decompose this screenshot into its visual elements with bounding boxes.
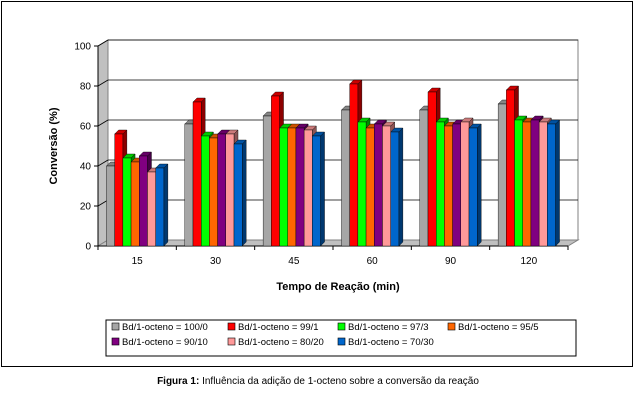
x-tick-label: 45 <box>288 256 300 267</box>
legend-label: Bd/1-octeno = 99/1 <box>238 322 319 333</box>
gridline-side <box>97 159 109 167</box>
bar <box>271 95 280 247</box>
bar <box>155 167 165 247</box>
bar <box>382 125 391 247</box>
legend-swatch <box>227 337 236 346</box>
legend-swatch <box>111 322 120 331</box>
bar-group-120 <box>497 85 561 247</box>
legend-swatch <box>447 322 456 331</box>
bar <box>390 131 400 247</box>
bar <box>530 119 540 247</box>
legend-swatch <box>337 337 346 346</box>
bar-group-60 <box>340 79 404 247</box>
bar <box>374 123 383 247</box>
bar <box>506 89 515 247</box>
bar <box>192 101 202 247</box>
bar <box>184 123 194 247</box>
legend-label: Bd/1-octeno = 100/0 <box>122 322 208 333</box>
bar-group-30 <box>184 97 247 247</box>
y-tick-label: 40 <box>80 162 92 173</box>
bar <box>262 115 272 247</box>
bar <box>122 157 132 247</box>
bar <box>419 109 429 247</box>
bar <box>233 143 243 247</box>
bar <box>468 127 478 247</box>
legend-swatch <box>227 322 236 331</box>
gridline-side <box>97 39 109 47</box>
legend-label: Bd/1-octeno = 97/3 <box>348 322 429 333</box>
bar <box>147 171 156 247</box>
caption-label: Figura 1: <box>157 376 200 387</box>
bar-group-15 <box>105 129 169 247</box>
bar <box>547 123 556 247</box>
bar <box>341 109 350 247</box>
bar <box>312 135 321 247</box>
gridline-side <box>97 79 109 87</box>
bar-side <box>241 139 247 247</box>
legend-item: Bd/1-octeno = 99/1 <box>227 322 319 333</box>
bar <box>209 137 218 247</box>
figure-caption: Figura 1: Influência da adição de 1-octe… <box>0 376 636 387</box>
y-tick-label: 60 <box>80 122 92 133</box>
caption-text: Influência da adição de 1-octeno sobre a… <box>199 376 479 387</box>
legend-label: Bd/1-octeno = 80/20 <box>238 337 324 348</box>
bar <box>303 129 313 247</box>
bar-side <box>555 119 560 247</box>
bar <box>427 91 437 247</box>
legend-swatch <box>337 322 346 331</box>
y-axis-title: Conversão (%) <box>48 107 60 184</box>
legend-item: Bd/1-octeno = 95/5 <box>447 322 539 333</box>
bar <box>538 121 548 247</box>
bar <box>287 127 297 247</box>
bar <box>279 127 288 247</box>
y-tick-label: 20 <box>80 202 92 213</box>
bar <box>139 155 148 247</box>
legend-item: Bd/1-octeno = 97/3 <box>337 322 429 333</box>
gridline-side <box>97 119 109 127</box>
bar <box>436 121 445 247</box>
bar-side <box>320 131 325 247</box>
legend-label: Bd/1-octeno = 95/5 <box>458 322 539 333</box>
bar-group-90 <box>419 87 482 247</box>
bar-side <box>398 127 404 247</box>
bar <box>497 103 507 247</box>
legend-item: Bd/1-octeno = 100/0 <box>111 322 208 333</box>
bar <box>514 119 523 247</box>
legend-item: Bd/1-octeno = 90/10 <box>111 337 208 348</box>
legend-item: Bd/1-octeno = 70/30 <box>337 337 434 348</box>
y-tick-label: 100 <box>74 42 91 53</box>
chart-frame: 0 20 40 60 80 100 15 30 45 60 90 120 Tempo de Reação… <box>1 1 633 367</box>
x-tick-label: 120 <box>520 256 537 267</box>
bar <box>452 123 462 247</box>
bar <box>349 83 359 247</box>
bar <box>522 121 532 247</box>
x-tick-label: 60 <box>367 256 379 267</box>
legend-label: Bd/1-octeno = 70/30 <box>348 337 434 348</box>
bar <box>357 121 367 247</box>
bar <box>130 161 140 247</box>
x-axis-title: Tempo de Reação (min) <box>276 281 400 293</box>
legend-label: Bd/1-octeno = 90/10 <box>122 337 208 348</box>
bar <box>114 133 124 247</box>
bar <box>106 165 115 247</box>
x-tick-label: 30 <box>210 256 222 267</box>
x-tick-label: 15 <box>132 256 144 267</box>
bar <box>225 133 235 247</box>
bar <box>200 135 210 247</box>
bar-side <box>477 123 482 247</box>
y-tick-label: 80 <box>80 82 92 93</box>
y-tick-label: 0 <box>85 242 91 253</box>
legend-swatch <box>111 337 120 346</box>
bar <box>217 133 227 247</box>
bar <box>444 125 453 247</box>
x-tick-label: 90 <box>445 256 457 267</box>
bar-group-45 <box>262 91 326 247</box>
bar <box>460 121 470 247</box>
bar-chart: 0 20 40 60 80 100 15 30 45 60 90 120 Tempo de Reação… <box>48 39 580 357</box>
bar <box>295 127 305 247</box>
bar-side <box>163 163 169 247</box>
legend-item: Bd/1-octeno = 80/20 <box>227 337 324 348</box>
bar <box>365 127 375 247</box>
